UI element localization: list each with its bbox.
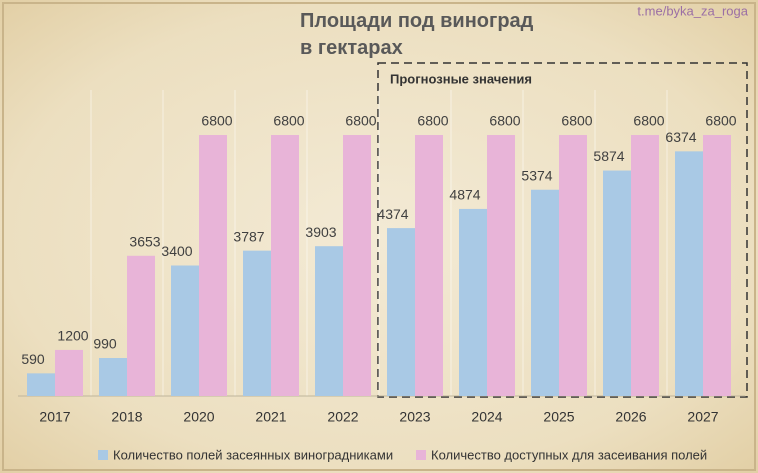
forecast-box (377, 62, 748, 398)
legend-swatch (416, 450, 426, 460)
legend-label: Количество доступных для засеивания поле… (431, 447, 707, 462)
value-label: 1200 (57, 328, 88, 344)
bar (531, 189, 559, 396)
bar (343, 135, 371, 396)
bar (603, 170, 631, 396)
value-label: 6374 (665, 129, 696, 145)
bar (559, 135, 587, 396)
bar (675, 151, 703, 396)
bar (459, 208, 487, 396)
x-tick-label: 2018 (111, 409, 142, 425)
value-label: 3903 (305, 224, 336, 240)
x-tick-label: 2025 (543, 409, 574, 425)
bar (55, 349, 83, 396)
legend-swatch (98, 450, 108, 460)
bar (631, 135, 659, 396)
x-tick-label: 2026 (615, 409, 646, 425)
source: t.me/byka_za_roga (637, 3, 748, 18)
bar (243, 250, 271, 396)
x-tick-label: 2021 (255, 409, 286, 425)
value-label: 6800 (561, 113, 592, 129)
chart-title: Площади под виноград в гектарах (300, 10, 534, 59)
value-label: 6800 (705, 113, 736, 129)
value-label: 6800 (417, 113, 448, 129)
value-label: 4374 (377, 206, 408, 222)
value-label: 990 (93, 336, 117, 352)
bar (99, 358, 127, 396)
value-label: 5874 (593, 148, 624, 164)
annotation: Прогнозные значения (390, 71, 532, 86)
bar (415, 135, 443, 396)
bar (315, 246, 343, 396)
value-label: 5374 (521, 167, 552, 183)
x-tick-label: 2023 (399, 409, 430, 425)
value-label: 3787 (233, 228, 264, 244)
value-label: 6800 (201, 113, 232, 129)
value-label: 6800 (633, 113, 664, 129)
x-tick-label: 2022 (327, 409, 358, 425)
bar (199, 135, 227, 396)
bar (387, 228, 415, 396)
x-tick-label: 2024 (471, 409, 502, 425)
value-label: 3653 (129, 233, 160, 249)
legend-label: Количество полей засеянных виноградникам… (113, 447, 393, 462)
bar (27, 373, 55, 396)
x-tick-label: 2017 (39, 409, 70, 425)
value-label: 590 (21, 351, 45, 367)
bar (703, 135, 731, 396)
value-label: 6800 (273, 113, 304, 129)
x-tick-label: 2020 (183, 409, 214, 425)
value-label: 6800 (345, 113, 376, 129)
bar (171, 265, 199, 396)
value-label: 6800 (489, 113, 520, 129)
value-label: 4874 (449, 187, 480, 203)
bar (487, 135, 515, 396)
x-tick-label: 2027 (687, 409, 718, 425)
bar (271, 135, 299, 396)
value-label: 3400 (161, 243, 192, 259)
bar (127, 255, 155, 396)
